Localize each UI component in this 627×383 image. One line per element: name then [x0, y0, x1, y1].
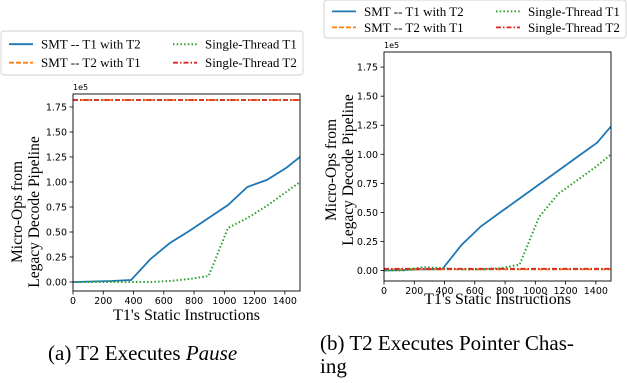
plot-frame: [383, 51, 612, 282]
y-offset-label: 1e5: [73, 83, 88, 92]
y-tick-label: 1.00: [357, 150, 378, 161]
caption-b-line-2: ing: [320, 354, 347, 378]
y-tick-label: 1.75: [357, 63, 378, 74]
chart-panel-a: 0 200 400 600 800 1000 1200 1400 0.00 0.25 0.50 0.7…: [0, 30, 304, 324]
y-tick-label: 1.25: [46, 153, 67, 164]
y-tick-label: 0.00: [46, 278, 67, 289]
y-tick-label: 1.75: [46, 103, 67, 114]
x-tick-label: 0: [70, 296, 76, 307]
chart-panel-b: 0 200 400 600 800 1000 1200 1400 0.00 0.25 0.50 0.7…: [323, 0, 627, 308]
x-tick-label: 200: [405, 286, 423, 297]
caption-b: (b) T2 Executes Pointer Chas- ing: [320, 332, 620, 378]
legend-label-3: Single-Thread T1: [205, 37, 297, 52]
x-axis-label: T1's Static Instructions: [113, 307, 260, 324]
y-tick-label: 1.00: [46, 178, 67, 189]
y-tick-label: 0.50: [46, 228, 67, 239]
y-axis-label-line-2: Legacy Decode Pipeline: [26, 136, 43, 288]
y-offset-label: 1e5: [384, 41, 399, 50]
caption-a-label: (a) T2 Executes: [48, 341, 181, 365]
y-tick-label: 0.25: [46, 253, 67, 264]
legend-label-1: SMT -- T1 with T2: [41, 37, 141, 52]
x-tick-label: 600: [466, 286, 484, 297]
plot-frame: [72, 93, 301, 292]
legend-label-2: SMT -- T2 with T1: [364, 20, 464, 35]
x-tick-label: 1400: [584, 286, 608, 297]
legend-label-3: Single-Thread T1: [528, 4, 620, 19]
series-line-1: [384, 125, 611, 272]
x-tick-label: 1400: [273, 296, 297, 307]
y-axis-label-line-1: Micro-Ops from: [9, 161, 26, 263]
y-axis-label-line-1: Micro-Ops from: [323, 119, 340, 221]
y-tick-label: 1.50: [46, 128, 67, 139]
series-line-1: [73, 156, 300, 283]
x-tick-label: 200: [94, 296, 112, 307]
x-tick-label: 1200: [554, 286, 578, 297]
y-tick-label: 1.25: [357, 121, 378, 132]
y-tick-label: 0.00: [357, 266, 378, 277]
x-tick-label: 1000: [523, 286, 547, 297]
x-tick-label: 400: [124, 296, 142, 307]
y-tick-label: 0.25: [357, 237, 378, 248]
x-tick-label: 400: [435, 286, 453, 297]
caption-b-line-1: (b) T2 Executes Pointer Chas-: [320, 331, 574, 355]
x-tick-label: 1200: [243, 296, 267, 307]
legend-box: [0, 30, 304, 76]
x-tick-label: 600: [155, 296, 173, 307]
caption-a: (a) T2 Executes Pause: [48, 342, 237, 365]
caption-a-emphasis: Pause: [185, 341, 238, 365]
legend-label-4: Single-Thread T2: [528, 20, 620, 35]
x-axis-label: T1's Static Instructions: [424, 291, 571, 308]
y-axis-label-line-2: Legacy Decode Pipeline: [340, 94, 357, 246]
x-tick-label: 1000: [212, 296, 236, 307]
series-line-3: [384, 153, 611, 272]
x-tick-label: 0: [381, 286, 387, 297]
y-tick-label: 0.75: [46, 203, 67, 214]
legend-label-1: SMT -- T1 with T2: [364, 4, 464, 19]
legend-label-2: SMT -- T2 with T1: [41, 55, 141, 70]
legend-label-4: Single-Thread T2: [205, 55, 297, 70]
y-tick-label: 0.50: [357, 208, 378, 219]
x-tick-label: 800: [185, 296, 203, 307]
legend-box: [323, 0, 627, 39]
x-tick-label: 800: [496, 286, 514, 297]
y-tick-label: 0.75: [357, 179, 378, 190]
y-tick-label: 1.50: [357, 92, 378, 103]
